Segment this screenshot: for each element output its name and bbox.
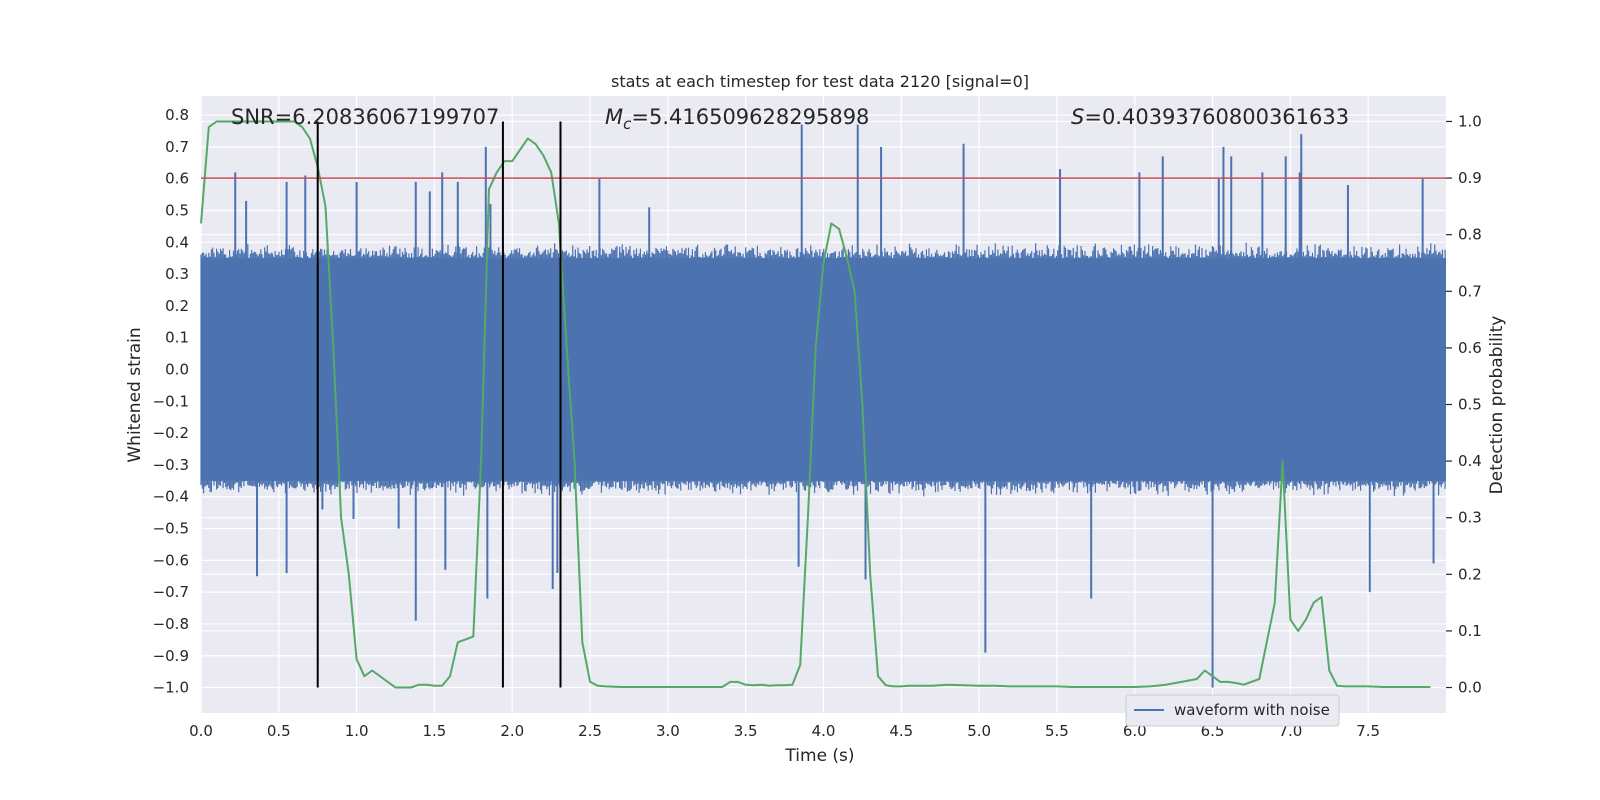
y2-tick-label: 0.2 — [1458, 565, 1482, 583]
y-tick-label: 0.4 — [165, 233, 189, 251]
chart-title: stats at each timestep for test data 212… — [611, 72, 1029, 91]
y2-tick-label: 0.5 — [1458, 396, 1482, 414]
y-axis-label: Whitened strain — [125, 327, 145, 462]
waveform-series — [200, 124, 1446, 688]
y-tick-label: 0.5 — [165, 201, 189, 219]
y-tick-label: −0.8 — [153, 615, 189, 633]
legend-waveform-label: waveform with noise — [1174, 701, 1330, 719]
legend-box — [1125, 694, 1340, 727]
y-tick-label: −0.1 — [153, 392, 189, 410]
x-tick-label: 4.5 — [889, 722, 913, 740]
y-tick-label: −0.9 — [153, 647, 189, 665]
y2-axis-ticks: 1.0 0.9 0.8 0.7 0.6 0.5 0.4 0.3 0.2 0.1 0.0 — [1446, 112, 1482, 697]
y-tick-label: −0.7 — [153, 583, 189, 601]
y2-tick-label: 0.6 — [1458, 339, 1482, 357]
x-tick-label: 1.0 — [345, 722, 369, 740]
x-tick-label: 3.5 — [734, 722, 758, 740]
y-tick-label: 0.7 — [165, 138, 189, 156]
score-annotation: S=0.40393760800361633 — [1071, 105, 1349, 129]
x-tick-label: 0.5 — [267, 722, 291, 740]
probability-series — [200, 120, 1431, 689]
y-tick-label: −1.0 — [153, 679, 189, 697]
legend: waveform with noise — [1125, 694, 1340, 727]
x-tick-label: 0.0 — [189, 722, 213, 740]
y2-tick-label: 0.4 — [1458, 452, 1482, 470]
y-tick-label: 0.6 — [165, 170, 189, 188]
y-tick-label: 0.2 — [165, 297, 189, 315]
vertical-markers — [316, 121, 562, 688]
y-tick-label: −0.6 — [153, 551, 189, 569]
y-tick-label: 0.1 — [165, 329, 189, 347]
y-tick-label: −0.2 — [153, 424, 189, 442]
probability-line — [200, 120, 1431, 689]
y2-tick-label: 0.1 — [1458, 622, 1482, 640]
x-tick-label: 5.0 — [967, 722, 991, 740]
y2-tick-label: 0.7 — [1458, 282, 1482, 300]
y2-tick-label: 0.9 — [1458, 169, 1482, 187]
x-tick-label: 5.5 — [1045, 722, 1069, 740]
x-tick-label: 4.0 — [812, 722, 836, 740]
x-tick-label: 2.5 — [578, 722, 602, 740]
y2-tick-label: 0.0 — [1458, 679, 1482, 697]
chirp-mass-symbol: M — [605, 105, 623, 129]
y2-tick-label: 0.3 — [1458, 509, 1482, 527]
x-tick-label: 2.0 — [500, 722, 524, 740]
chirp-mass-subscript: c — [623, 115, 632, 133]
plot-area — [200, 96, 1446, 713]
score-value: =0.40393760800361633 — [1084, 105, 1349, 129]
y2-tick-label: 1.0 — [1458, 112, 1482, 130]
chirp-mass-value: =5.416509628295898 — [631, 105, 869, 129]
x-tick-label: 7.5 — [1356, 722, 1380, 740]
waveform-noise — [200, 242, 1446, 497]
chirp-mass-annotation: Mc=5.416509628295898 — [605, 105, 869, 133]
score-symbol: S — [1071, 105, 1084, 129]
y-tick-label: 0.0 — [165, 361, 189, 379]
y2-tick-label: 0.8 — [1458, 226, 1482, 244]
y-axis-ticks: 0.8 0.7 0.6 0.5 0.4 0.3 0.2 0.1 0.0 −0.1 −0.2 −0.3 −… — [153, 106, 189, 696]
y-tick-label: −0.3 — [153, 456, 189, 474]
x-tick-label: 3.0 — [656, 722, 680, 740]
y-tick-label: 0.3 — [165, 265, 189, 283]
y-tick-label: −0.4 — [153, 488, 189, 506]
snr-annotation: SNR=6.20836067199707 — [231, 105, 499, 129]
x-axis-label: Time (s) — [784, 746, 854, 766]
y2-axis-label: Detection probability — [1487, 316, 1507, 495]
y-tick-label: −0.5 — [153, 520, 189, 538]
y-tick-label: 0.8 — [165, 106, 189, 124]
x-tick-label: 1.5 — [423, 722, 447, 740]
